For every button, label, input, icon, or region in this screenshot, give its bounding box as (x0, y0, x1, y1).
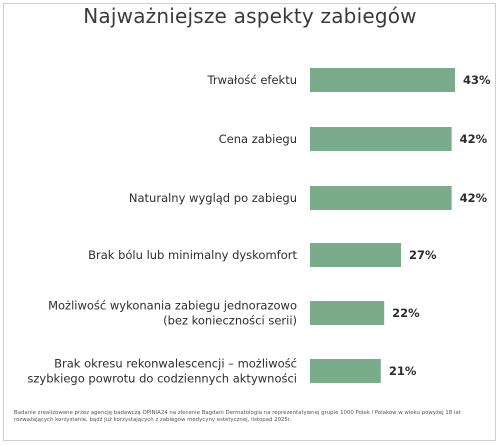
value-label-4: 27% (409, 248, 437, 262)
category-label-6-line-1: Brak okresu rekonwalescencji – możliwość (54, 357, 297, 371)
value-label-3: 42% (460, 191, 488, 205)
category-label-2: Cena zabiegu (219, 132, 297, 146)
category-label-6-line-2: szybkiego powrotu do codziennych aktywno… (27, 372, 297, 386)
bar-6 (310, 359, 381, 383)
footnote: Badanie zrealizowane przez agencję badaw… (14, 410, 461, 423)
category-label-3: Naturalny wygląd po zabiegu (129, 191, 297, 205)
bar-1 (310, 68, 455, 92)
value-label-1: 43% (463, 73, 491, 87)
bar-2 (310, 127, 452, 151)
category-label-5-line-2: (bez konieczności serii) (163, 314, 297, 328)
category-label-4: Brak bólu lub minimalny dyskomfort (88, 248, 297, 262)
bar-5 (310, 301, 385, 325)
category-label-1: Trwałość efektu (207, 73, 297, 87)
bar-3 (310, 186, 452, 210)
category-label-5-line-1: Możliwość wykonania zabiegu jednorazowo (48, 299, 297, 313)
value-label-6: 21% (389, 364, 417, 378)
value-label-2: 42% (460, 132, 488, 146)
value-label-5: 22% (392, 306, 420, 320)
bar-4 (310, 243, 402, 267)
chart-title: Najważniejsze aspekty zabiegów (83, 4, 417, 28)
